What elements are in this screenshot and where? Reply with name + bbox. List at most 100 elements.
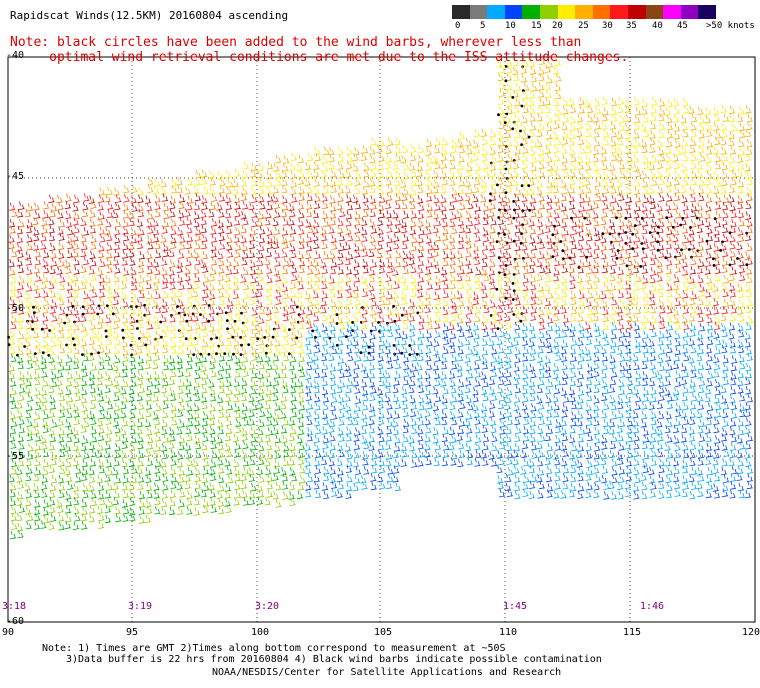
wind-barb (218, 193, 226, 202)
wind-barb (26, 402, 33, 412)
wind-barb (714, 473, 721, 482)
wind-barb (131, 275, 138, 284)
wind-barb (472, 193, 479, 203)
wind-barb (89, 384, 97, 394)
wind-barb (194, 362, 201, 371)
wind-barb (610, 194, 617, 204)
wind-barb (387, 360, 394, 369)
wind-barb (73, 434, 80, 444)
wind-barb (121, 458, 128, 468)
wind-barb (618, 466, 626, 475)
wind-barb (610, 248, 617, 257)
wind-barb (520, 122, 527, 132)
wind-barb (666, 314, 673, 324)
wind-barb (626, 320, 633, 330)
contamination-dot (104, 329, 108, 333)
wind-barb (704, 266, 711, 275)
wind-barb (58, 489, 65, 498)
contamination-dot (551, 233, 555, 237)
wind-barb (146, 235, 153, 244)
wind-barb (97, 505, 104, 514)
wind-barb (515, 186, 522, 196)
wind-barb (240, 480, 248, 490)
wind-barb (336, 289, 343, 299)
wind-barb (26, 234, 33, 243)
contamination-dot (512, 159, 516, 162)
wind-barb (10, 274, 17, 284)
wind-barb (569, 256, 576, 266)
wind-barb (42, 210, 49, 219)
contamination-dot (504, 191, 508, 195)
wind-barb (673, 274, 680, 283)
wind-barb (290, 337, 297, 346)
wind-barb (432, 248, 439, 257)
wind-barb (514, 201, 521, 211)
wind-barb (306, 234, 313, 243)
wind-barb (481, 337, 488, 346)
wind-barb (32, 321, 39, 330)
wind-barb (568, 97, 575, 107)
wind-barb (27, 443, 34, 452)
contamination-dot (135, 319, 139, 323)
wind-barb (288, 258, 295, 267)
contamination-dot (511, 282, 515, 285)
wind-barb (130, 227, 137, 236)
wind-barb (105, 218, 112, 228)
wind-barb (177, 227, 184, 236)
wind-barb (490, 417, 497, 426)
wind-barb (24, 290, 31, 300)
wind-barb (705, 258, 712, 267)
wind-barb (729, 249, 736, 258)
wind-barb (473, 409, 480, 419)
wind-barb (233, 378, 240, 387)
wind-barb (50, 433, 57, 443)
wind-barb (330, 402, 337, 412)
wind-barb (88, 466, 95, 476)
wind-barb (283, 258, 290, 267)
wind-barb (625, 306, 632, 315)
wind-barb (155, 433, 162, 442)
wind-barb (275, 177, 282, 186)
wind-barb (249, 361, 256, 370)
wind-barb (161, 498, 168, 508)
wind-barb (411, 234, 418, 244)
wind-barb (233, 258, 240, 267)
wind-barb (626, 313, 633, 322)
wind-barb (659, 98, 666, 107)
wind-barb (193, 218, 200, 228)
wind-barb (377, 360, 384, 370)
wind-barb (611, 458, 618, 467)
wind-barb (91, 289, 98, 298)
wind-barb (505, 425, 512, 435)
wind-barb (104, 384, 111, 393)
wind-barb (122, 474, 130, 484)
wind-barb (505, 202, 512, 211)
wind-barb (152, 218, 159, 227)
wind-barb (226, 201, 233, 210)
wind-barb (537, 105, 544, 114)
wind-barb (80, 362, 88, 371)
wind-barb (514, 371, 521, 380)
contamination-dot (520, 143, 523, 147)
wind-barb (369, 273, 376, 283)
wind-barb (248, 473, 255, 482)
wind-barb (482, 392, 489, 402)
wind-barb (617, 409, 624, 419)
wind-barb (306, 379, 313, 388)
wind-barb (48, 216, 55, 226)
wind-barb (123, 210, 130, 219)
contamination-dot (314, 336, 317, 339)
contamination-dot (504, 296, 508, 300)
wind-barb (561, 353, 568, 362)
wind-barb (362, 387, 369, 396)
wind-barb (408, 313, 415, 322)
wind-barb (418, 401, 425, 411)
wind-barb (627, 385, 634, 395)
wind-barb (402, 265, 410, 275)
wind-barb (169, 489, 177, 498)
wind-barb (746, 218, 753, 227)
wind-barb (746, 266, 753, 275)
wind-barb (145, 448, 152, 457)
wind-barb (393, 233, 400, 242)
wind-barb (345, 296, 353, 306)
